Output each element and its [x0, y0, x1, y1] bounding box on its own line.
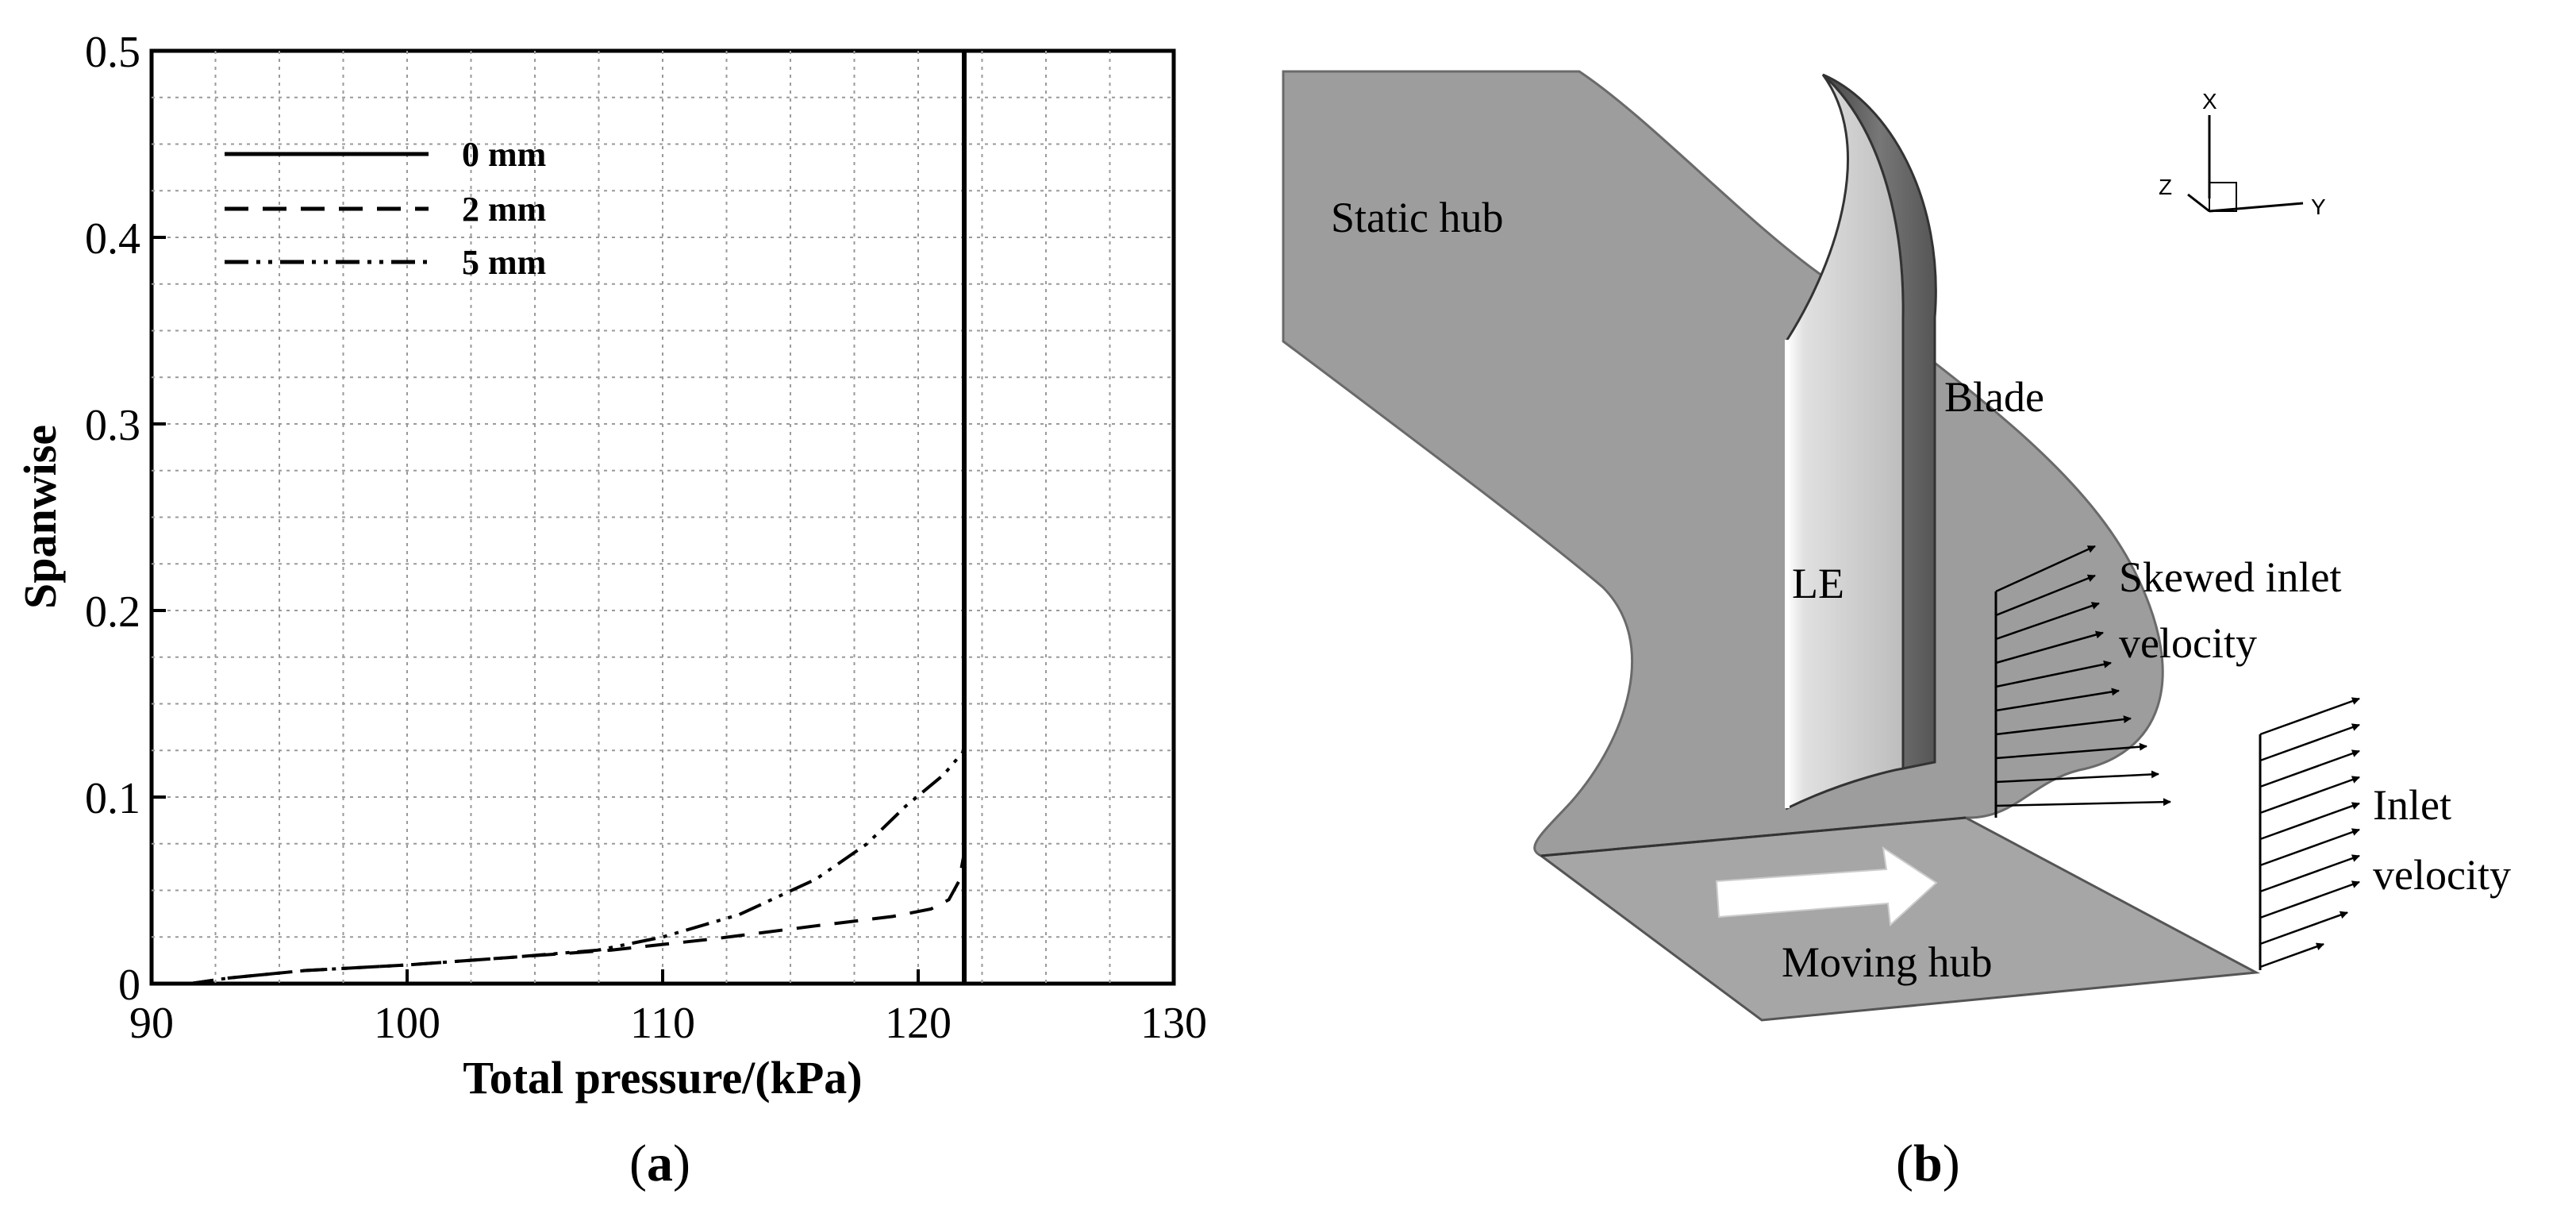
x-tick-label: 130 [1140, 999, 1207, 1048]
skewed-velocity-arrow [1995, 660, 2112, 688]
caption-b: (b) [1896, 1134, 1960, 1192]
label-skewed-line2: velocity [2119, 619, 2257, 667]
moving-direction-arrow [1715, 845, 1938, 927]
static-hub-surface [1282, 70, 2164, 857]
x-tick-label: 100 [374, 999, 440, 1048]
moving-hub-surface [1537, 816, 2261, 1022]
inlet-velocity-arrow [2259, 723, 2360, 762]
legend-label-2mm: 2 mm [462, 190, 546, 229]
label-skewed-line1: Skewed inlet [2119, 553, 2341, 601]
chart-series [190, 51, 967, 985]
series-line-5-mm [190, 749, 966, 985]
inlet-velocity-arrow [2259, 749, 2360, 788]
y-axis-label: Spanwise [14, 425, 66, 609]
spanwise-chart: 90 100 110 120 130 0 0.1 0.2 0.3 0.4 0.5 0 mm 2 mm… [14, 28, 1207, 1104]
y-tick-label: 0.5 [85, 28, 140, 77]
y-tick-label: 0 [118, 961, 140, 1010]
legend-label-5mm: 5 mm [462, 243, 546, 282]
inlet-velocity-arrow [2259, 911, 2348, 946]
inlet-velocity-arrow [2259, 880, 2360, 919]
skewed-velocity-arrow [1995, 630, 2104, 664]
caption-a: (a) [629, 1134, 690, 1192]
label-inlet-line2: velocity [2373, 851, 2511, 899]
skewed-velocity-arrow [1995, 545, 2096, 593]
label-inlet-line1: Inlet [2373, 781, 2451, 829]
skewed-velocity-arrow [1995, 798, 2171, 807]
inlet-velocity-arrow [2259, 776, 2360, 815]
axis-z-label: Z [2159, 175, 2172, 199]
skewed-velocity-arrow [1995, 602, 2100, 641]
skewed-velocity-arrow [1995, 742, 2147, 760]
x-tick-label: 90 [129, 999, 174, 1048]
x-axis-label: Total pressure/(kPa) [463, 1052, 862, 1104]
inlet-velocity-arrow [2259, 942, 2324, 969]
inlet-velocity-arrow [2259, 697, 2360, 736]
x-tick-label: 120 [885, 999, 952, 1048]
axis-triad: X Y Z [2159, 89, 2326, 219]
legend-label-0mm: 0 mm [462, 135, 546, 174]
chart-legend: 0 mm 2 mm 5 mm [225, 135, 546, 282]
skewed-inlet-velocity-arrows [1994, 545, 2171, 818]
x-tick-label: 110 [630, 999, 695, 1048]
chart-grid [152, 51, 1174, 984]
y-tick-label: 0.2 [85, 587, 140, 637]
chart-ticks: 90 100 110 120 130 0 0.1 0.2 0.3 0.4 0.5 [85, 28, 1207, 1048]
axis-x-label: X [2202, 89, 2217, 114]
y-tick-label: 0.4 [85, 214, 140, 264]
skewed-velocity-arrow [1995, 688, 2120, 712]
skewed-velocity-arrow [1995, 770, 2159, 784]
inlet-velocity-arrow [2259, 802, 2360, 841]
hub-junction-line [1540, 816, 1967, 857]
blade-suction-side [1786, 73, 1905, 811]
label-static-hub: Static hub [1331, 194, 1503, 241]
label-blade: Blade [1944, 373, 2044, 421]
axis-y-label: Y [2311, 195, 2326, 219]
y-tick-label: 0.1 [85, 774, 140, 823]
label-le: LE [1792, 560, 1844, 607]
skewed-velocity-arrow [1995, 574, 2096, 617]
inlet-velocity-arrow [2259, 854, 2360, 893]
skewed-velocity-arrow [1995, 715, 2132, 736]
inlet-velocity-arrows [2259, 697, 2360, 970]
y-tick-label: 0.3 [85, 401, 140, 450]
inlet-velocity-arrow [2259, 828, 2360, 867]
label-moving-hub: Moving hub [1782, 938, 1993, 986]
